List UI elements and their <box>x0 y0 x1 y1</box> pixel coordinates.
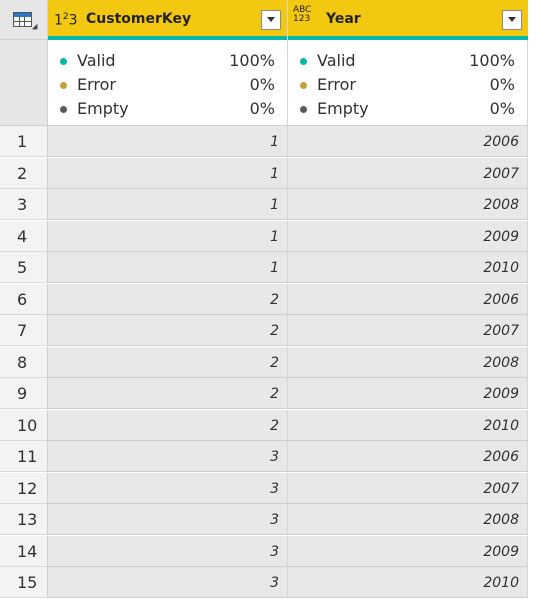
cell-year[interactable]: 2009 <box>288 221 528 252</box>
cell-year[interactable]: 2007 <box>288 473 528 504</box>
table-menu-button[interactable] <box>0 0 48 40</box>
column-quality-year: Valid 100% Error 0% Empty 0% <box>288 40 528 126</box>
column-header-year[interactable]: ABC 123 Year <box>288 0 528 40</box>
quality-percent: 0% <box>249 99 275 118</box>
cell-customerkey[interactable]: 1 <box>48 189 288 220</box>
row-number[interactable]: 6 <box>0 284 48 315</box>
quality-empty: Empty 0% <box>300 99 515 121</box>
cell-customerkey[interactable]: 1 <box>48 126 288 157</box>
column-filter-dropdown-button[interactable] <box>502 10 522 30</box>
row-number[interactable]: 15 <box>0 567 48 598</box>
cell-year[interactable]: 2010 <box>288 410 528 441</box>
row-number[interactable]: 5 <box>0 252 48 283</box>
row-number[interactable]: 7 <box>0 315 48 346</box>
quality-bar <box>288 36 528 40</box>
cell-customerkey[interactable]: 2 <box>48 284 288 315</box>
cell-year[interactable]: 2008 <box>288 504 528 535</box>
quality-empty: Empty 0% <box>60 99 275 121</box>
column-quality-customerkey: Valid 100% Error 0% Empty 0% <box>48 40 288 126</box>
cell-customerkey[interactable]: 2 <box>48 378 288 409</box>
quality-label: Valid <box>317 51 356 70</box>
cell-year[interactable]: 2007 <box>288 158 528 189</box>
cell-year[interactable]: 2008 <box>288 347 528 378</box>
quality-valid: Valid 100% <box>60 51 275 73</box>
table-icon <box>13 12 32 27</box>
cell-customerkey[interactable]: 2 <box>48 315 288 346</box>
cell-customerkey[interactable]: 1 <box>48 252 288 283</box>
cell-customerkey[interactable]: 3 <box>48 473 288 504</box>
row-number[interactable]: 13 <box>0 504 48 535</box>
quality-label: Error <box>317 75 356 94</box>
empty-dot-icon <box>300 106 307 113</box>
cell-year[interactable]: 2007 <box>288 315 528 346</box>
quality-percent: 0% <box>249 75 275 94</box>
column-header-customerkey[interactable]: 123 CustomerKey <box>48 0 288 40</box>
row-number[interactable]: 14 <box>0 536 48 567</box>
quality-label: Error <box>77 75 116 94</box>
cell-customerkey[interactable]: 3 <box>48 536 288 567</box>
quality-label: Empty <box>77 99 129 118</box>
cell-year[interactable]: 2006 <box>288 441 528 472</box>
row-number[interactable]: 4 <box>0 221 48 252</box>
valid-dot-icon <box>60 58 67 65</box>
row-number[interactable]: 12 <box>0 473 48 504</box>
valid-dot-icon <box>300 58 307 65</box>
cell-year[interactable]: 2006 <box>288 126 528 157</box>
cell-year[interactable]: 2010 <box>288 252 528 283</box>
quality-error: Error 0% <box>60 75 275 97</box>
cell-year[interactable]: 2009 <box>288 378 528 409</box>
cell-customerkey[interactable]: 2 <box>48 347 288 378</box>
cell-year[interactable]: 2006 <box>288 284 528 315</box>
empty-dot-icon <box>60 106 67 113</box>
cell-customerkey[interactable]: 3 <box>48 567 288 598</box>
row-number[interactable]: 11 <box>0 441 48 472</box>
column-filter-dropdown-button[interactable] <box>261 10 281 30</box>
quality-label: Valid <box>77 51 116 70</box>
quality-error: Error 0% <box>300 75 515 97</box>
quality-percent: 100% <box>229 51 275 70</box>
row-number[interactable]: 8 <box>0 347 48 378</box>
cell-year[interactable]: 2010 <box>288 567 528 598</box>
quality-bar <box>48 36 287 40</box>
quality-valid: Valid 100% <box>300 51 515 73</box>
quality-label: Empty <box>317 99 369 118</box>
row-number[interactable]: 1 <box>0 126 48 157</box>
cell-customerkey[interactable]: 2 <box>48 410 288 441</box>
grid-edge <box>528 0 538 605</box>
cell-year[interactable]: 2009 <box>288 536 528 567</box>
row-number[interactable]: 2 <box>0 158 48 189</box>
row-number[interactable]: 9 <box>0 378 48 409</box>
cell-customerkey[interactable]: 1 <box>48 158 288 189</box>
quality-percent: 0% <box>489 75 515 94</box>
row-number[interactable]: 10 <box>0 410 48 441</box>
quality-percent: 0% <box>489 99 515 118</box>
cell-customerkey[interactable]: 1 <box>48 221 288 252</box>
cell-customerkey[interactable]: 3 <box>48 441 288 472</box>
cell-customerkey[interactable]: 3 <box>48 504 288 535</box>
column-name: CustomerKey <box>86 11 192 27</box>
quality-row-header <box>0 40 48 126</box>
row-number[interactable]: 3 <box>0 189 48 220</box>
corner-arrow-icon <box>31 23 41 33</box>
error-dot-icon <box>60 82 67 89</box>
whole-number-type-icon[interactable]: 123 <box>54 12 78 29</box>
column-name: Year <box>326 11 361 27</box>
cell-year[interactable]: 2008 <box>288 189 528 220</box>
error-dot-icon <box>300 82 307 89</box>
quality-percent: 100% <box>469 51 515 70</box>
any-type-icon[interactable]: ABC 123 <box>293 5 312 24</box>
